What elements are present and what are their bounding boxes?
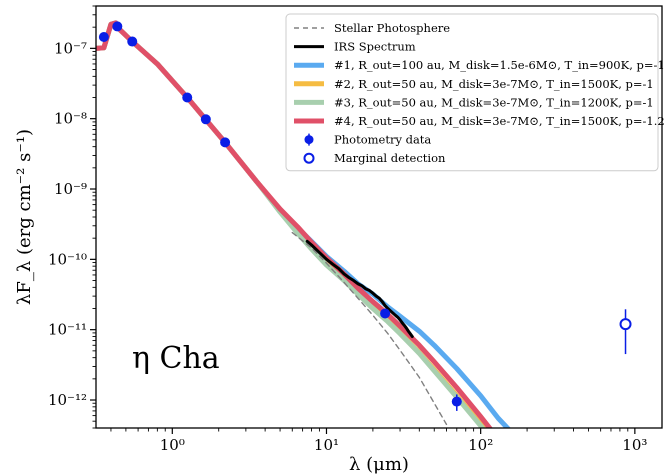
legend-item-photosphere: Stellar Photosphere [294, 21, 450, 35]
legend-item-marginal: Marginal detection [303, 151, 446, 165]
y-axis-label: λF_λ (erg cm⁻² s⁻¹) [14, 129, 35, 305]
x-axis-label: λ (μm) [349, 454, 409, 475]
y-tick-label: 10⁻⁸ [54, 110, 87, 128]
legend-box [285, 13, 659, 172]
points-layer [98, 21, 632, 411]
legend: Stellar Photosphere IRS Spectrum #1, R_out… [285, 13, 665, 172]
photometry-point [98, 31, 109, 42]
legend-label: Marginal detection [334, 151, 446, 165]
legend-item-irs: IRS Spectrum [294, 40, 416, 54]
photometry-point [380, 308, 391, 319]
x-tick-label: 10⁰ [160, 436, 185, 454]
series-photosphere [291, 231, 448, 426]
photometry-point [451, 396, 462, 407]
legend-label: IRS Spectrum [334, 40, 416, 54]
photometry-point [112, 21, 123, 32]
marginal-point [619, 318, 632, 331]
y-tick-label: 10⁻¹² [48, 391, 87, 409]
legend-label: #1, R_out=100 au, M_disk=1.5e-6M⊙, T_in=… [334, 58, 665, 72]
x-tick-label: 10² [468, 436, 493, 454]
legend-label: Stellar Photosphere [334, 21, 450, 35]
legend-item-photometry: Photometry data [304, 133, 431, 147]
y-tick-label: 10⁻⁹ [54, 180, 87, 198]
photometry-point [127, 36, 138, 47]
y-tick-label: 10⁻⁷ [54, 39, 87, 57]
legend-item-model2: #2, R_out=50 au, M_disk=3e-7M⊙, T_in=150… [294, 77, 654, 91]
y-tick-label: 10⁻¹⁰ [48, 250, 87, 268]
x-tick-label: 10³ [622, 436, 647, 454]
x-tick-label: 10¹ [314, 436, 339, 454]
legend-label: Photometry data [334, 133, 431, 147]
photometry-point [182, 92, 193, 103]
legend-marker [304, 135, 314, 145]
legend-label: #3, R_out=50 au, M_disk=3e-7M⊙, T_in=120… [334, 95, 654, 109]
legend-marker [303, 152, 315, 164]
ticks-layer: 10⁰ 10¹ 10² 10³ 10⁻¹² 10⁻¹¹ 10⁻¹⁰ 10⁻⁹ 10⁻⁸ 10⁻⁷ [48, 5, 647, 454]
legend-item-model4: #4, R_out=50 au, M_disk=3e-7M⊙, T_in=150… [294, 114, 665, 128]
legend-label: #4, R_out=50 au, M_disk=3e-7M⊙, T_in=150… [334, 114, 665, 128]
legend-label: #2, R_out=50 au, M_disk=3e-7M⊙, T_in=150… [334, 77, 654, 91]
photometry-point [200, 114, 211, 125]
legend-item-model3: #3, R_out=50 au, M_disk=3e-7M⊙, T_in=120… [294, 95, 654, 109]
series-irs [305, 239, 414, 338]
target-annotation: η Cha [132, 341, 220, 376]
legend-item-model1: #1, R_out=100 au, M_disk=1.5e-6M⊙, T_in=… [294, 58, 665, 72]
y-tick-label: 10⁻¹¹ [48, 321, 87, 339]
photometry-point [220, 137, 231, 148]
